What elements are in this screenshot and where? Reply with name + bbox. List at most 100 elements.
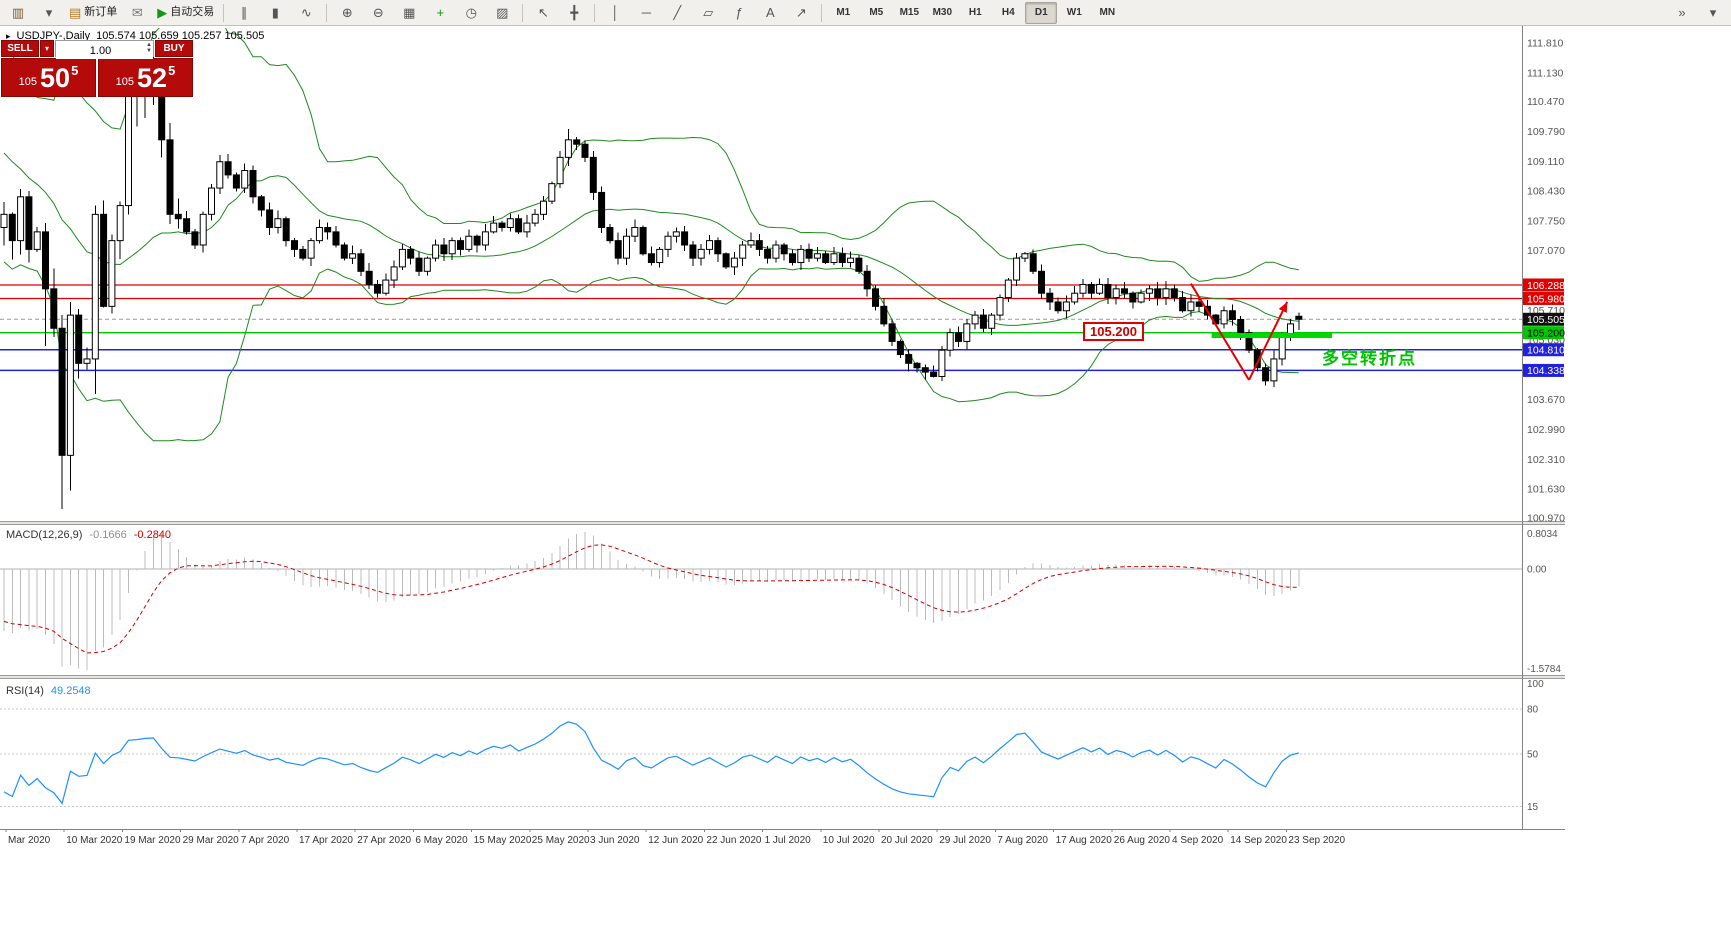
svg-text:27 Apr 2020: 27 Apr 2020 <box>357 835 411 846</box>
tf-h1-button[interactable]: H1 <box>968 6 982 18</box>
svg-text:100.970: 100.970 <box>1527 513 1565 525</box>
svg-text:108.430: 108.430 <box>1527 186 1565 198</box>
order-type-dropdown[interactable]: ▾ <box>40 40 54 57</box>
volume-input[interactable] <box>56 43 153 59</box>
svg-text:80: 80 <box>1527 705 1539 716</box>
svg-text:26 Aug 2020: 26 Aug 2020 <box>1114 835 1171 846</box>
svg-text:0.00: 0.00 <box>1527 564 1547 575</box>
chart-list-button[interactable]: ▾ <box>34 2 64 24</box>
tf-m1-button[interactable]: M1 <box>836 6 851 18</box>
tf-d1-button[interactable]: D1 <box>1025 1 1058 24</box>
horizontal-line-button[interactable]: ─ <box>631 2 661 24</box>
new-chart-button[interactable]: ▥ <box>3 2 33 24</box>
price-marker-label <box>1523 312 1564 326</box>
mailbox-button[interactable]: ✉ <box>122 2 152 24</box>
autotrading-button[interactable]: ▶ 自动交易 <box>153 2 218 24</box>
chart-canvas[interactable]: 111.810 111.130 110.470 109.790 109.110 108.4… <box>0 26 1565 850</box>
customize-icon: ▾ <box>1709 5 1717 20</box>
arrows-icon: ↗ <box>795 5 807 20</box>
tf-mn-button[interactable]: MN <box>1099 6 1116 18</box>
fibonacci-icon: ƒ <box>735 5 743 20</box>
new-order-icon: ▤ <box>69 5 82 20</box>
svg-text:Mar 2020: Mar 2020 <box>8 835 51 846</box>
candlestick-chart-button[interactable]: ▮ <box>260 2 290 24</box>
price-marker-label <box>1523 326 1564 340</box>
price-note-label[interactable]: 105.200 <box>1083 322 1144 341</box>
svg-text:10 Mar 2020: 10 Mar 2020 <box>66 835 123 846</box>
rsi-value: 49.2548 <box>50 685 91 697</box>
templates-button[interactable]: ▨ <box>487 2 517 24</box>
autotrading-label: 自动交易 <box>170 6 215 18</box>
buy-price-button[interactable]: 105 52 5 <box>98 58 193 97</box>
tf-m15-button[interactable]: M15 <box>899 6 920 18</box>
fibonacci-button[interactable]: ƒ <box>724 2 754 24</box>
svg-text:3 Jun 2020: 3 Jun 2020 <box>590 835 640 846</box>
svg-text:17 Apr 2020: 17 Apr 2020 <box>299 835 353 846</box>
toolbars-overflow-icon: » <box>1678 5 1686 20</box>
symbol-title: USDJPY-,Daily <box>16 30 91 42</box>
tile-windows-button[interactable]: ▦ <box>394 2 424 24</box>
trend-line-button[interactable]: ╱ <box>662 2 692 24</box>
expand-icon[interactable]: ▸ <box>6 30 11 41</box>
buy-price-pips: 52 <box>137 62 168 93</box>
price-marker-label <box>1523 343 1564 357</box>
time-axis[interactable]: Mar 2020 10 Mar 2020 19 Mar 2020 29 Mar 202… <box>5 829 1346 846</box>
rsi-axis[interactable]: 100 80 50 15 <box>1527 679 1544 813</box>
svg-text:25 May 2020: 25 May 2020 <box>532 835 590 846</box>
svg-text:-1.5784: -1.5784 <box>1527 664 1561 675</box>
bar-chart-icon: ∥ <box>241 5 248 20</box>
symbol-info: ▸ USDJPY-,Daily 105.574 105.659 105.257 … <box>6 30 264 42</box>
tf-m30-button[interactable]: M30 <box>932 6 953 18</box>
customize-button[interactable]: ▾ <box>1698 2 1728 24</box>
tf-h4-button[interactable]: H4 <box>1001 6 1015 18</box>
turning-point-label[interactable]: 多空转折点 <box>1322 349 1417 368</box>
equidistant-channel-button[interactable]: ▱ <box>693 2 723 24</box>
svg-text:107.750: 107.750 <box>1527 215 1565 227</box>
svg-text:4 Sep 2020: 4 Sep 2020 <box>1172 835 1224 846</box>
volume-down-button[interactable]: ▼ <box>146 48 152 54</box>
symbol-ohlc: 105.574 105.659 105.257 105.505 <box>96 30 265 42</box>
svg-text:111.810: 111.810 <box>1527 38 1564 50</box>
svg-text:15: 15 <box>1527 802 1539 813</box>
svg-text:7 Aug 2020: 7 Aug 2020 <box>997 835 1048 846</box>
price-marker-label <box>1523 363 1564 377</box>
price-axis[interactable]: 111.810 111.130 110.470 109.790 109.110 108.4… <box>1523 38 1565 525</box>
buy-button[interactable]: BUY <box>155 40 193 57</box>
tf-m5-button[interactable]: M5 <box>869 6 884 18</box>
indicators-add-button[interactable]: + <box>425 2 455 24</box>
new-order-button[interactable]: ▤ 新订单 <box>65 2 121 24</box>
text-button[interactable]: A <box>755 2 785 24</box>
periods-button[interactable]: ◷ <box>456 2 486 24</box>
svg-text:101.630: 101.630 <box>1527 484 1565 496</box>
crosshair-button[interactable]: ╋ <box>559 2 589 24</box>
macd-axis[interactable]: 0.8034 0.00 -1.5784 <box>1527 529 1561 675</box>
svg-text:10 Jul 2020: 10 Jul 2020 <box>823 835 875 846</box>
sell-price-button[interactable]: 105 50 5 <box>1 58 96 97</box>
svg-text:0.8034: 0.8034 <box>1527 529 1558 540</box>
tf-w1-button[interactable]: W1 <box>1066 6 1082 18</box>
volume-up-button[interactable]: ▲ <box>146 42 152 48</box>
arrows-button[interactable]: ↗ <box>786 2 816 24</box>
toolbars-overflow-button[interactable]: » <box>1667 2 1697 24</box>
svg-text:14 Sep 2020: 14 Sep 2020 <box>1230 835 1287 846</box>
svg-text:100: 100 <box>1527 679 1544 690</box>
chart-objects[interactable] <box>1190 283 1332 381</box>
bollinger-bands <box>3 28 1299 442</box>
cursor-button[interactable]: ↖ <box>528 2 558 24</box>
main-toolbar: ▥ ▾ ▤ 新订单 ✉ ▶ 自动交易 ∥ ▮ ∿ ⊕ ⊖ ▦ + ◷ ▨ ↖ ╋ │ ─ ╱ ▱ ƒ A ↗ M1 M5 M15 M30… <box>0 0 1731 26</box>
tile-windows-icon: ▦ <box>403 5 416 20</box>
line-chart-button[interactable]: ∿ <box>291 2 321 24</box>
zoom-out-button[interactable]: ⊖ <box>363 2 393 24</box>
new-chart-icon: ▥ <box>11 5 25 20</box>
svg-text:29 Jul 2020: 29 Jul 2020 <box>939 835 991 846</box>
buy-price-figure: 105 <box>115 76 135 88</box>
svg-text:103.670: 103.670 <box>1527 394 1565 406</box>
rsi-name: RSI(14) <box>6 685 44 697</box>
rsi-indicator-label: RSI(14) 49.2548 <box>6 685 91 697</box>
sell-button[interactable]: SELL <box>1 40 39 57</box>
volume-field: ▲ ▼ <box>55 40 154 59</box>
autotrading-icon: ▶ <box>157 5 168 20</box>
vertical-line-button[interactable]: │ <box>600 2 630 24</box>
zoom-in-button[interactable]: ⊕ <box>332 2 362 24</box>
bar-chart-button[interactable]: ∥ <box>229 2 259 24</box>
